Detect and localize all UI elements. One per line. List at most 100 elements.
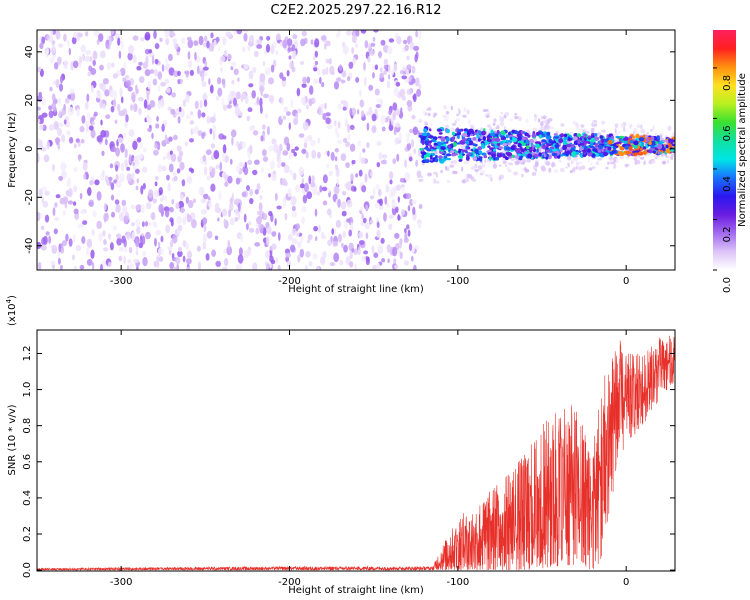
spectrogram-cell: [487, 145, 491, 148]
spectrogram-cell: [416, 88, 422, 97]
spectrogram-cell: [230, 129, 237, 138]
spectrogram-cell: [584, 140, 589, 144]
spectrogram-cell: [208, 42, 215, 52]
spectrogram-cell: [233, 97, 237, 107]
spectrogram-cell: [162, 195, 168, 201]
spectrogram-cell: [427, 112, 431, 117]
spectrogram-cell: [517, 142, 522, 148]
spectrogram-cell: [597, 149, 602, 153]
spectrogram-cell: [642, 150, 648, 155]
spectrogram-cell: [151, 132, 154, 140]
spectrogram-cell: [121, 199, 127, 207]
spectrogram-cell: [387, 258, 390, 263]
spectrogram-cell: [41, 196, 44, 204]
spectrogram-cell: [351, 57, 357, 65]
spectrogram-cell: [55, 78, 60, 88]
spectrogram-cell: [640, 124, 643, 130]
spectrogram-cell: [231, 136, 234, 146]
spectrogram-cell: [465, 155, 470, 161]
spectrogram-cell: [566, 150, 571, 154]
spectrogram-cell: [264, 67, 271, 76]
spectrogram-cell: [185, 196, 189, 204]
spectrogram-cell: [256, 216, 262, 225]
spectrogram-cell: [618, 139, 625, 142]
spectrogram-cell: [361, 255, 366, 262]
spectrogram-cell: [176, 216, 182, 225]
spectrogram-cell: [607, 140, 613, 145]
spectrogram-cell: [222, 104, 228, 111]
spectrogram-cell: [338, 64, 343, 71]
spectrogram-cell: [550, 126, 554, 129]
spectrogram-cell: [623, 140, 629, 144]
spectrogram-cell: [156, 141, 161, 151]
spectrogram-cell: [51, 93, 56, 101]
spectrogram-cell: [542, 144, 546, 148]
spectrogram-cell: [308, 98, 313, 107]
spectrogram-cell: [222, 144, 227, 154]
spectrogram-cell: [37, 153, 40, 163]
spectrogram-cell: [468, 128, 474, 133]
spectrogram-cell: [214, 202, 220, 212]
spectrogram-cell: [203, 166, 208, 176]
spectrogram-cell: [578, 128, 583, 133]
spectrogram-cell: [529, 146, 533, 151]
spectrogram-cell: [130, 104, 133, 112]
spectrogram-cell: [570, 131, 573, 136]
spectrogram-cell: [37, 118, 41, 124]
spectrogram-cell: [177, 250, 183, 257]
spectrogram-cell: [168, 206, 174, 213]
spectrogram-cell: [68, 238, 73, 247]
spectrogram-cell: [210, 154, 215, 161]
spectrogram-cell: [225, 31, 232, 37]
spectrogram-cell: [652, 150, 656, 154]
spectrogram-cell: [548, 167, 552, 173]
spectrogram-cell: [311, 149, 317, 159]
spectrogram-cell: [322, 174, 328, 184]
spectrogram-cell: [157, 241, 161, 248]
spectrogram-cell: [418, 178, 424, 182]
spectrogram-cell: [335, 219, 341, 228]
spectrogram-cell: [73, 201, 77, 206]
spectrogram-cell: [525, 139, 529, 145]
spectrogram-cell: [77, 224, 82, 229]
spectrogram-cell: [301, 206, 307, 213]
spectrogram-cell: [203, 99, 208, 107]
spectrogram-cell: [368, 84, 374, 91]
spectrogram-cell: [157, 164, 163, 173]
spectrogram-cell: [212, 130, 216, 141]
spectrogram-cell: [543, 125, 547, 131]
spectrogram-cell: [380, 237, 385, 244]
spectrogram-cell: [525, 118, 529, 123]
spectrogram-cell: [317, 137, 321, 144]
spectrogram-cell: [340, 153, 347, 162]
spectrogram-cell: [337, 103, 342, 109]
spectrogram-cell: [351, 248, 355, 253]
spectrogram-cell: [165, 87, 171, 94]
y-tick-label: -40: [24, 238, 35, 254]
spectrogram-cell: [206, 116, 211, 124]
spectrogram-cell: [342, 137, 348, 143]
spectrogram-cell: [105, 40, 109, 49]
spectrogram-cell: [364, 222, 370, 230]
spectrogram-cell: [485, 174, 489, 177]
spectrogram-cell: [252, 66, 257, 74]
spectrogram-cell: [491, 153, 497, 158]
spectrogram-cell: [510, 158, 516, 161]
spectrogram-cell: [276, 205, 282, 210]
spectrogram-cell: [227, 175, 233, 184]
spectrogram-cell: [196, 245, 201, 252]
spectrogram-cell: [139, 141, 144, 149]
spectrogram-cell: [186, 213, 190, 220]
spectrogram-cell: [72, 234, 76, 243]
spectrogram-cell: [391, 116, 394, 126]
spectrogram-cell: [393, 127, 397, 136]
spectrogram-cell: [433, 171, 438, 175]
spectrogram-cell: [197, 130, 203, 137]
spectrogram-cell: [357, 140, 362, 147]
x-tick-label: 0: [623, 577, 629, 588]
spectrogram-cell: [613, 133, 619, 136]
spectrogram-cell: [610, 135, 615, 140]
spectrogram-cell: [208, 78, 211, 85]
spectrogram-cell: [363, 250, 369, 255]
spectrogram-cell: [594, 142, 599, 148]
